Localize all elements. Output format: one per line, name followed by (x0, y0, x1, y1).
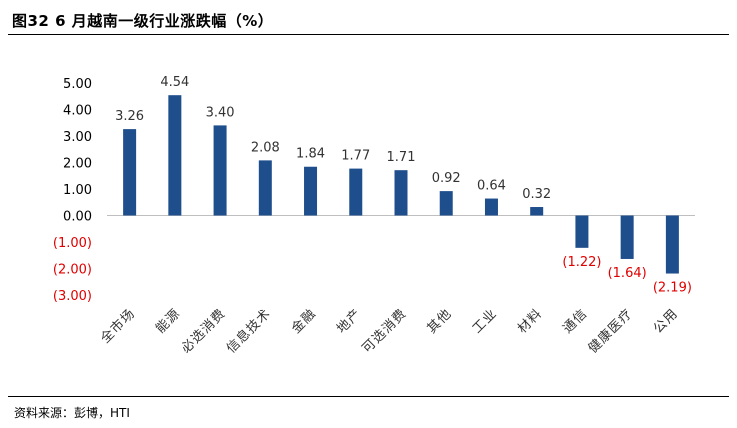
chart-title: 图32 6 月越南一级行业涨跌幅（%） (12, 12, 274, 30)
value-label: 1.77 (341, 149, 370, 164)
value-label: (2.19) (653, 281, 692, 296)
x-category-label: 公用 (651, 306, 681, 336)
y-tick-label: 2.00 (63, 157, 92, 172)
x-category-label: 全市场 (97, 306, 138, 347)
y-tick-label: 1.00 (63, 183, 92, 198)
value-label: 3.40 (206, 105, 235, 120)
x-category-label: 通信 (560, 306, 590, 336)
y-tick-label: 5.00 (63, 77, 92, 92)
bar-8 (439, 191, 453, 216)
value-label: (1.22) (562, 255, 601, 270)
x-category-label: 健康医疗 (585, 306, 636, 357)
footer-divider (8, 396, 729, 397)
value-label: 2.08 (251, 140, 280, 155)
y-tick-label: 0.00 (63, 210, 92, 225)
bar-11 (575, 215, 589, 248)
value-label: 4.54 (160, 75, 189, 90)
y-tick-label: (1.00) (53, 236, 92, 251)
bar-3 (213, 125, 227, 216)
value-label: 0.32 (522, 187, 551, 202)
bar-4 (258, 160, 272, 216)
bar-2 (168, 95, 182, 216)
value-label: 1.71 (387, 150, 416, 165)
value-label: 1.84 (296, 147, 325, 162)
bar-5 (304, 166, 318, 216)
x-category-label: 能源 (153, 306, 183, 336)
x-category-label: 材料 (515, 306, 545, 336)
source-note: 资料来源：彭博，HTI (14, 406, 130, 420)
bar-6 (349, 168, 363, 216)
y-tick-label: 4.00 (63, 104, 92, 119)
bar-7 (394, 170, 408, 216)
x-category-label: 金融 (288, 306, 319, 337)
bar-10 (530, 207, 544, 216)
y-tick-label: 3.00 (63, 130, 92, 145)
title-bar: 图32 6 月越南一级行业涨跌幅（%） (8, 6, 729, 35)
bar-9 (484, 198, 498, 216)
x-category-label: 地产 (334, 306, 364, 336)
bar-chart: 5.00 4.00 3.00 2.00 1.00 0.00 (1.00) (2.00) (3.0… (53, 75, 695, 357)
value-label: 0.64 (477, 179, 506, 194)
value-labels-group: 3.26 4.54 3.40 2.08 1.84 1.77 1.71 0.92 0.64 0.32… (115, 75, 692, 295)
y-tick-label: (2.00) (53, 263, 92, 278)
y-axis-labels: 5.00 4.00 3.00 2.00 1.00 0.00 (1.00) (2.00) (3.0… (53, 77, 92, 304)
x-category-label: 必选消费 (179, 306, 229, 356)
bar-12 (620, 215, 634, 259)
x-category-label: 其他 (425, 306, 455, 336)
bars-group (123, 95, 679, 274)
x-category-label: 信息技术 (223, 306, 274, 357)
bar-1 (123, 129, 137, 216)
bar-13 (665, 215, 679, 274)
x-category-label: 工业 (470, 306, 500, 336)
y-tick-label: (3.00) (53, 289, 92, 304)
value-label: 0.92 (432, 171, 461, 186)
value-label: 3.26 (115, 109, 144, 124)
x-category-label: 可选消费 (360, 306, 410, 356)
value-label: (1.64) (608, 266, 647, 281)
